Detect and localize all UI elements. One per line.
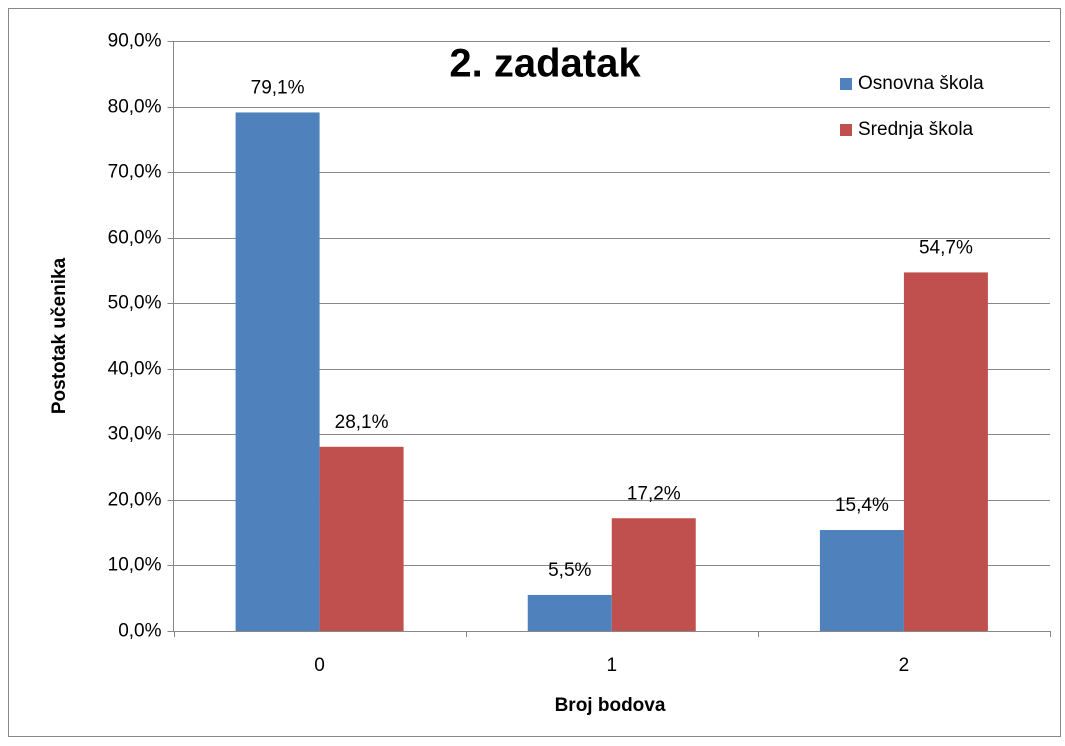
value-label: 54,7% — [919, 237, 973, 258]
bar — [611, 518, 696, 631]
y-tick-label: 90,0% — [108, 31, 162, 52]
y-tick-label: 20,0% — [108, 490, 162, 511]
bar — [903, 272, 988, 631]
bar — [819, 530, 904, 631]
y-axis-label: Postotak učenika — [49, 257, 70, 414]
y-tick-label: 0,0% — [118, 621, 161, 642]
legend-swatch — [840, 78, 852, 90]
y-tick-label: 60,0% — [108, 228, 162, 249]
bar — [319, 446, 404, 631]
y-tick-label: 30,0% — [108, 424, 162, 445]
legend-swatch — [840, 124, 852, 136]
y-tick-label: 70,0% — [108, 162, 162, 183]
x-axis-label: Broj bodova — [555, 695, 666, 716]
legend-label: Osnovna škola — [858, 73, 984, 94]
value-label: 79,1% — [251, 77, 305, 98]
value-label: 15,4% — [835, 495, 889, 516]
value-label: 5,5% — [548, 560, 591, 581]
legend-label: Srednja škola — [858, 119, 974, 140]
y-tick-label: 40,0% — [108, 359, 162, 380]
chart-title: 2. zadatak — [449, 42, 641, 86]
y-tick-label: 10,0% — [108, 555, 162, 576]
y-tick-label: 50,0% — [108, 293, 162, 314]
value-label: 28,1% — [335, 412, 389, 433]
bar — [235, 112, 320, 631]
x-tick-label: 1 — [606, 655, 617, 676]
y-tick-label: 80,0% — [108, 97, 162, 118]
x-tick-label: 2 — [899, 655, 910, 676]
value-label: 17,2% — [627, 483, 681, 504]
x-tick-label: 0 — [314, 655, 325, 676]
bar — [527, 594, 612, 631]
